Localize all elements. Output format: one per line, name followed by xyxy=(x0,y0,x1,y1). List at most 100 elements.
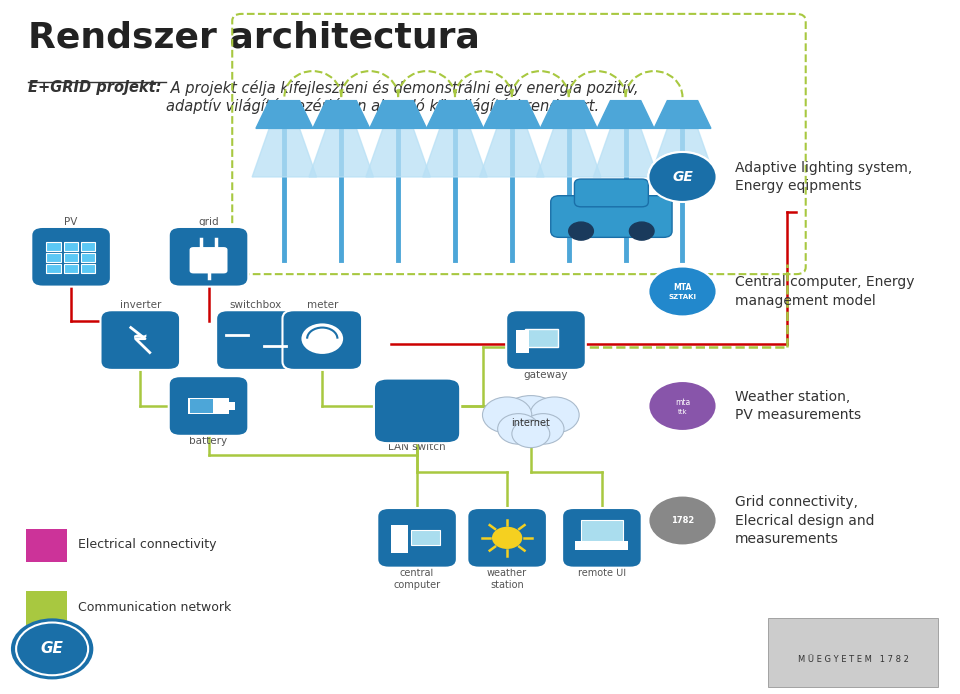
Circle shape xyxy=(497,414,540,444)
Circle shape xyxy=(12,620,92,678)
Text: 1782: 1782 xyxy=(671,516,694,525)
FancyBboxPatch shape xyxy=(26,529,67,562)
Bar xyxy=(81,253,95,262)
Circle shape xyxy=(522,414,564,444)
FancyBboxPatch shape xyxy=(101,310,180,370)
Bar xyxy=(46,242,60,251)
Circle shape xyxy=(500,396,562,440)
Bar xyxy=(46,253,60,262)
FancyBboxPatch shape xyxy=(468,508,547,568)
FancyBboxPatch shape xyxy=(189,247,228,273)
Text: MTA: MTA xyxy=(673,283,691,291)
Circle shape xyxy=(648,381,716,431)
Text: meter: meter xyxy=(306,301,338,310)
Polygon shape xyxy=(256,101,313,128)
Text: inverter: inverter xyxy=(120,301,161,310)
Text: gateway: gateway xyxy=(524,370,568,380)
Bar xyxy=(581,520,623,541)
Bar xyxy=(189,399,213,413)
Polygon shape xyxy=(426,101,484,128)
Polygon shape xyxy=(422,128,488,177)
Bar xyxy=(63,242,78,251)
FancyBboxPatch shape xyxy=(282,310,362,370)
Text: M Ü E G Y E T E M   1 7 8 2: M Ü E G Y E T E M 1 7 8 2 xyxy=(798,655,908,663)
Text: grid: grid xyxy=(198,217,219,227)
Circle shape xyxy=(512,420,550,448)
Text: E+GRID projekt:: E+GRID projekt: xyxy=(29,80,162,95)
FancyBboxPatch shape xyxy=(563,508,641,568)
FancyBboxPatch shape xyxy=(574,179,648,207)
FancyBboxPatch shape xyxy=(32,227,111,287)
FancyBboxPatch shape xyxy=(26,591,67,625)
Text: Grid connectivity,
Elecrical design and
measurements: Grid connectivity, Elecrical design and … xyxy=(734,495,875,546)
Polygon shape xyxy=(309,128,373,177)
Polygon shape xyxy=(540,101,597,128)
Bar xyxy=(229,402,235,410)
Text: ~: ~ xyxy=(132,327,149,346)
FancyBboxPatch shape xyxy=(374,378,460,443)
Bar xyxy=(516,330,529,353)
Circle shape xyxy=(492,527,522,549)
Bar xyxy=(81,264,95,273)
Text: battery: battery xyxy=(189,436,228,446)
FancyBboxPatch shape xyxy=(551,196,672,237)
Text: LAN switch: LAN switch xyxy=(388,442,445,452)
Bar xyxy=(46,264,60,273)
Bar xyxy=(391,525,408,553)
FancyBboxPatch shape xyxy=(506,310,586,370)
Text: weather
station: weather station xyxy=(487,568,527,590)
Text: remote UI: remote UI xyxy=(578,568,626,577)
Text: PV: PV xyxy=(64,217,78,227)
Circle shape xyxy=(648,266,716,316)
Bar xyxy=(63,264,78,273)
Text: A projekt célja kifejleszteni és demonstrálni egy energia pozitív,
adaptív világ: A projekt célja kifejleszteni és demonst… xyxy=(166,80,638,115)
FancyBboxPatch shape xyxy=(216,310,296,370)
Circle shape xyxy=(648,381,716,431)
Circle shape xyxy=(648,152,716,202)
Text: Communication network: Communication network xyxy=(78,601,231,613)
FancyBboxPatch shape xyxy=(169,227,249,287)
Circle shape xyxy=(630,222,654,240)
Text: Electrical connectivity: Electrical connectivity xyxy=(78,539,216,551)
Text: mta: mta xyxy=(675,398,690,407)
FancyBboxPatch shape xyxy=(377,508,457,568)
Circle shape xyxy=(483,397,532,433)
Text: Rendszer architectura: Rendszer architectura xyxy=(29,21,480,55)
Circle shape xyxy=(530,397,579,433)
Circle shape xyxy=(568,222,593,240)
Polygon shape xyxy=(537,128,601,177)
Text: Central computer, Energy
management model: Central computer, Energy management mode… xyxy=(734,276,914,307)
Text: central
computer: central computer xyxy=(394,568,441,590)
Text: internet: internet xyxy=(512,418,550,428)
Circle shape xyxy=(648,496,716,545)
Polygon shape xyxy=(654,101,711,128)
Circle shape xyxy=(301,323,343,354)
Text: Weather station,
PV measurements: Weather station, PV measurements xyxy=(734,390,861,422)
Bar xyxy=(63,253,78,262)
Polygon shape xyxy=(313,101,370,128)
Text: GE: GE xyxy=(672,170,693,184)
Bar xyxy=(412,530,440,545)
Text: SZTAKI: SZTAKI xyxy=(668,294,697,300)
Bar xyxy=(525,329,559,347)
Polygon shape xyxy=(484,101,540,128)
Bar xyxy=(188,398,229,414)
Circle shape xyxy=(648,266,716,316)
Polygon shape xyxy=(650,128,714,177)
Text: switchbox: switchbox xyxy=(229,301,282,310)
Bar xyxy=(81,242,95,251)
Polygon shape xyxy=(252,128,317,177)
Text: ttk: ttk xyxy=(678,409,687,414)
Bar xyxy=(575,541,629,550)
Circle shape xyxy=(648,496,716,545)
Text: GE: GE xyxy=(40,641,63,657)
FancyBboxPatch shape xyxy=(169,376,249,436)
Polygon shape xyxy=(597,101,654,128)
Bar xyxy=(768,618,939,687)
Polygon shape xyxy=(370,101,426,128)
Text: Adaptive lighting system,
Energy eqipments: Adaptive lighting system, Energy eqipmen… xyxy=(734,161,912,193)
Polygon shape xyxy=(366,128,430,177)
Polygon shape xyxy=(480,128,544,177)
Polygon shape xyxy=(593,128,658,177)
Circle shape xyxy=(648,152,716,202)
